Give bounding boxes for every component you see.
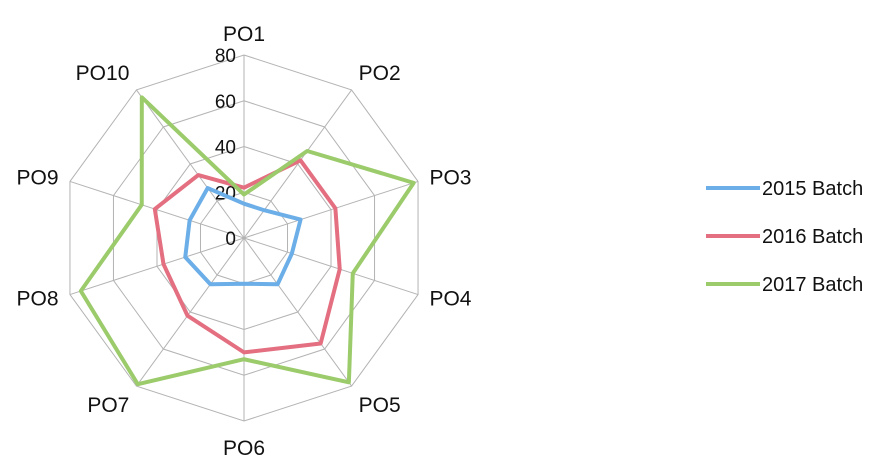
series-line-2015-batch xyxy=(183,186,303,287)
spoke-po3 xyxy=(243,180,419,239)
spoke-po2 xyxy=(243,89,352,239)
category-label-po10: PO10 xyxy=(76,62,130,85)
category-label-po5: PO5 xyxy=(359,394,401,417)
category-label-po4: PO4 xyxy=(429,287,471,310)
category-label-po3: PO3 xyxy=(429,167,471,190)
category-label-po1: PO1 xyxy=(223,23,265,46)
category-label-po2: PO2 xyxy=(359,62,401,85)
tick-label-80: 80 xyxy=(215,46,236,67)
category-label-po8: PO8 xyxy=(17,287,59,310)
spoke-po10 xyxy=(136,89,245,239)
tick-label-0: 0 xyxy=(225,229,236,250)
category-labels: PO1 PO2 PO3 PO4 PO5 PO6 PO7 PO8 PO9 PO10 xyxy=(17,23,472,460)
tick-label-60: 60 xyxy=(215,92,236,113)
spoke-po8 xyxy=(69,237,245,296)
legend-label-2015-batch: 2015 Batch xyxy=(762,178,863,200)
series-lines xyxy=(78,95,416,387)
legend-label-2017-batch: 2017 Batch xyxy=(762,274,863,296)
spoke-po7 xyxy=(136,237,245,387)
tick-label-40: 40 xyxy=(215,138,236,159)
category-label-po7: PO7 xyxy=(87,394,129,417)
category-label-po6: PO6 xyxy=(223,437,265,460)
series-line-2017-batch xyxy=(78,95,416,387)
category-label-po9: PO9 xyxy=(17,167,59,190)
legend: 2015 Batch 2016 Batch 2017 Batch xyxy=(706,178,863,296)
legend-label-2016-batch: 2016 Batch xyxy=(762,226,863,248)
spoke-po5 xyxy=(243,237,352,387)
series-line-2016-batch xyxy=(152,158,342,355)
spoke-po4 xyxy=(243,237,419,296)
